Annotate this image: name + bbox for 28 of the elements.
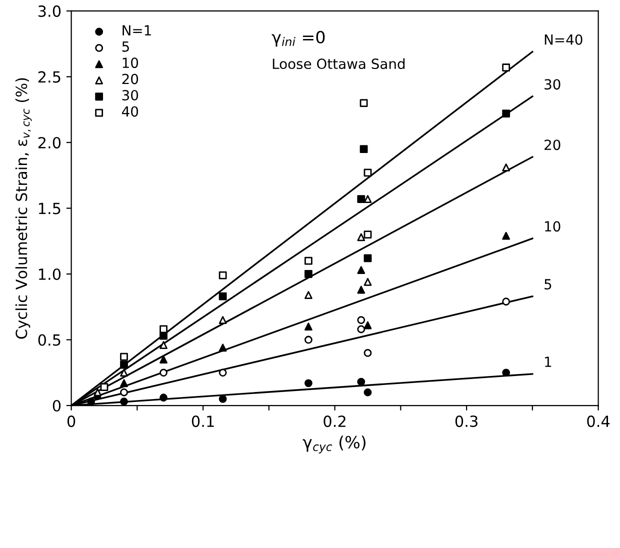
series-label: 5: [544, 279, 552, 290]
series-label: 10: [545, 221, 560, 232]
annotation: γ$_{ini}$ =0: [272, 30, 325, 47]
y-tick-label: 1.5: [38, 202, 60, 214]
y-tick-label: 2.0: [38, 136, 61, 148]
series-label: 30: [544, 79, 560, 90]
legend-label: 10: [122, 58, 138, 68]
x-tick-label: 0.2: [324, 416, 346, 428]
legend-label: 5: [122, 41, 129, 52]
series-label: 20: [544, 140, 560, 150]
x-tick-label: 0.4: [587, 416, 610, 428]
y-tick-label: 1.0: [38, 268, 61, 280]
legend-label: 30: [122, 90, 138, 100]
y-tick-label: 3.0: [38, 5, 61, 17]
legend-label: 20: [122, 74, 138, 84]
legend-label: N=1: [122, 25, 151, 36]
y-axis-title: Cyclic Volumetric Strain, ε$_{v,cyc}$ (%): [15, 78, 32, 339]
x-tick-label: 0.1: [192, 416, 214, 428]
annotation: Loose Ottawa Sand: [272, 58, 405, 70]
x-tick-label: 0.3: [455, 416, 478, 428]
legend-label: 40: [122, 106, 138, 117]
x-axis-title: γ$_{cyc}$ (%): [302, 436, 366, 454]
series-label: N=40: [544, 34, 582, 45]
x-tick-label: 0: [67, 416, 76, 428]
y-tick-label: 2.5: [38, 71, 60, 83]
y-tick-label: 0.5: [38, 334, 60, 346]
series-label: 1: [545, 356, 552, 367]
y-tick-label: 0: [52, 400, 61, 412]
